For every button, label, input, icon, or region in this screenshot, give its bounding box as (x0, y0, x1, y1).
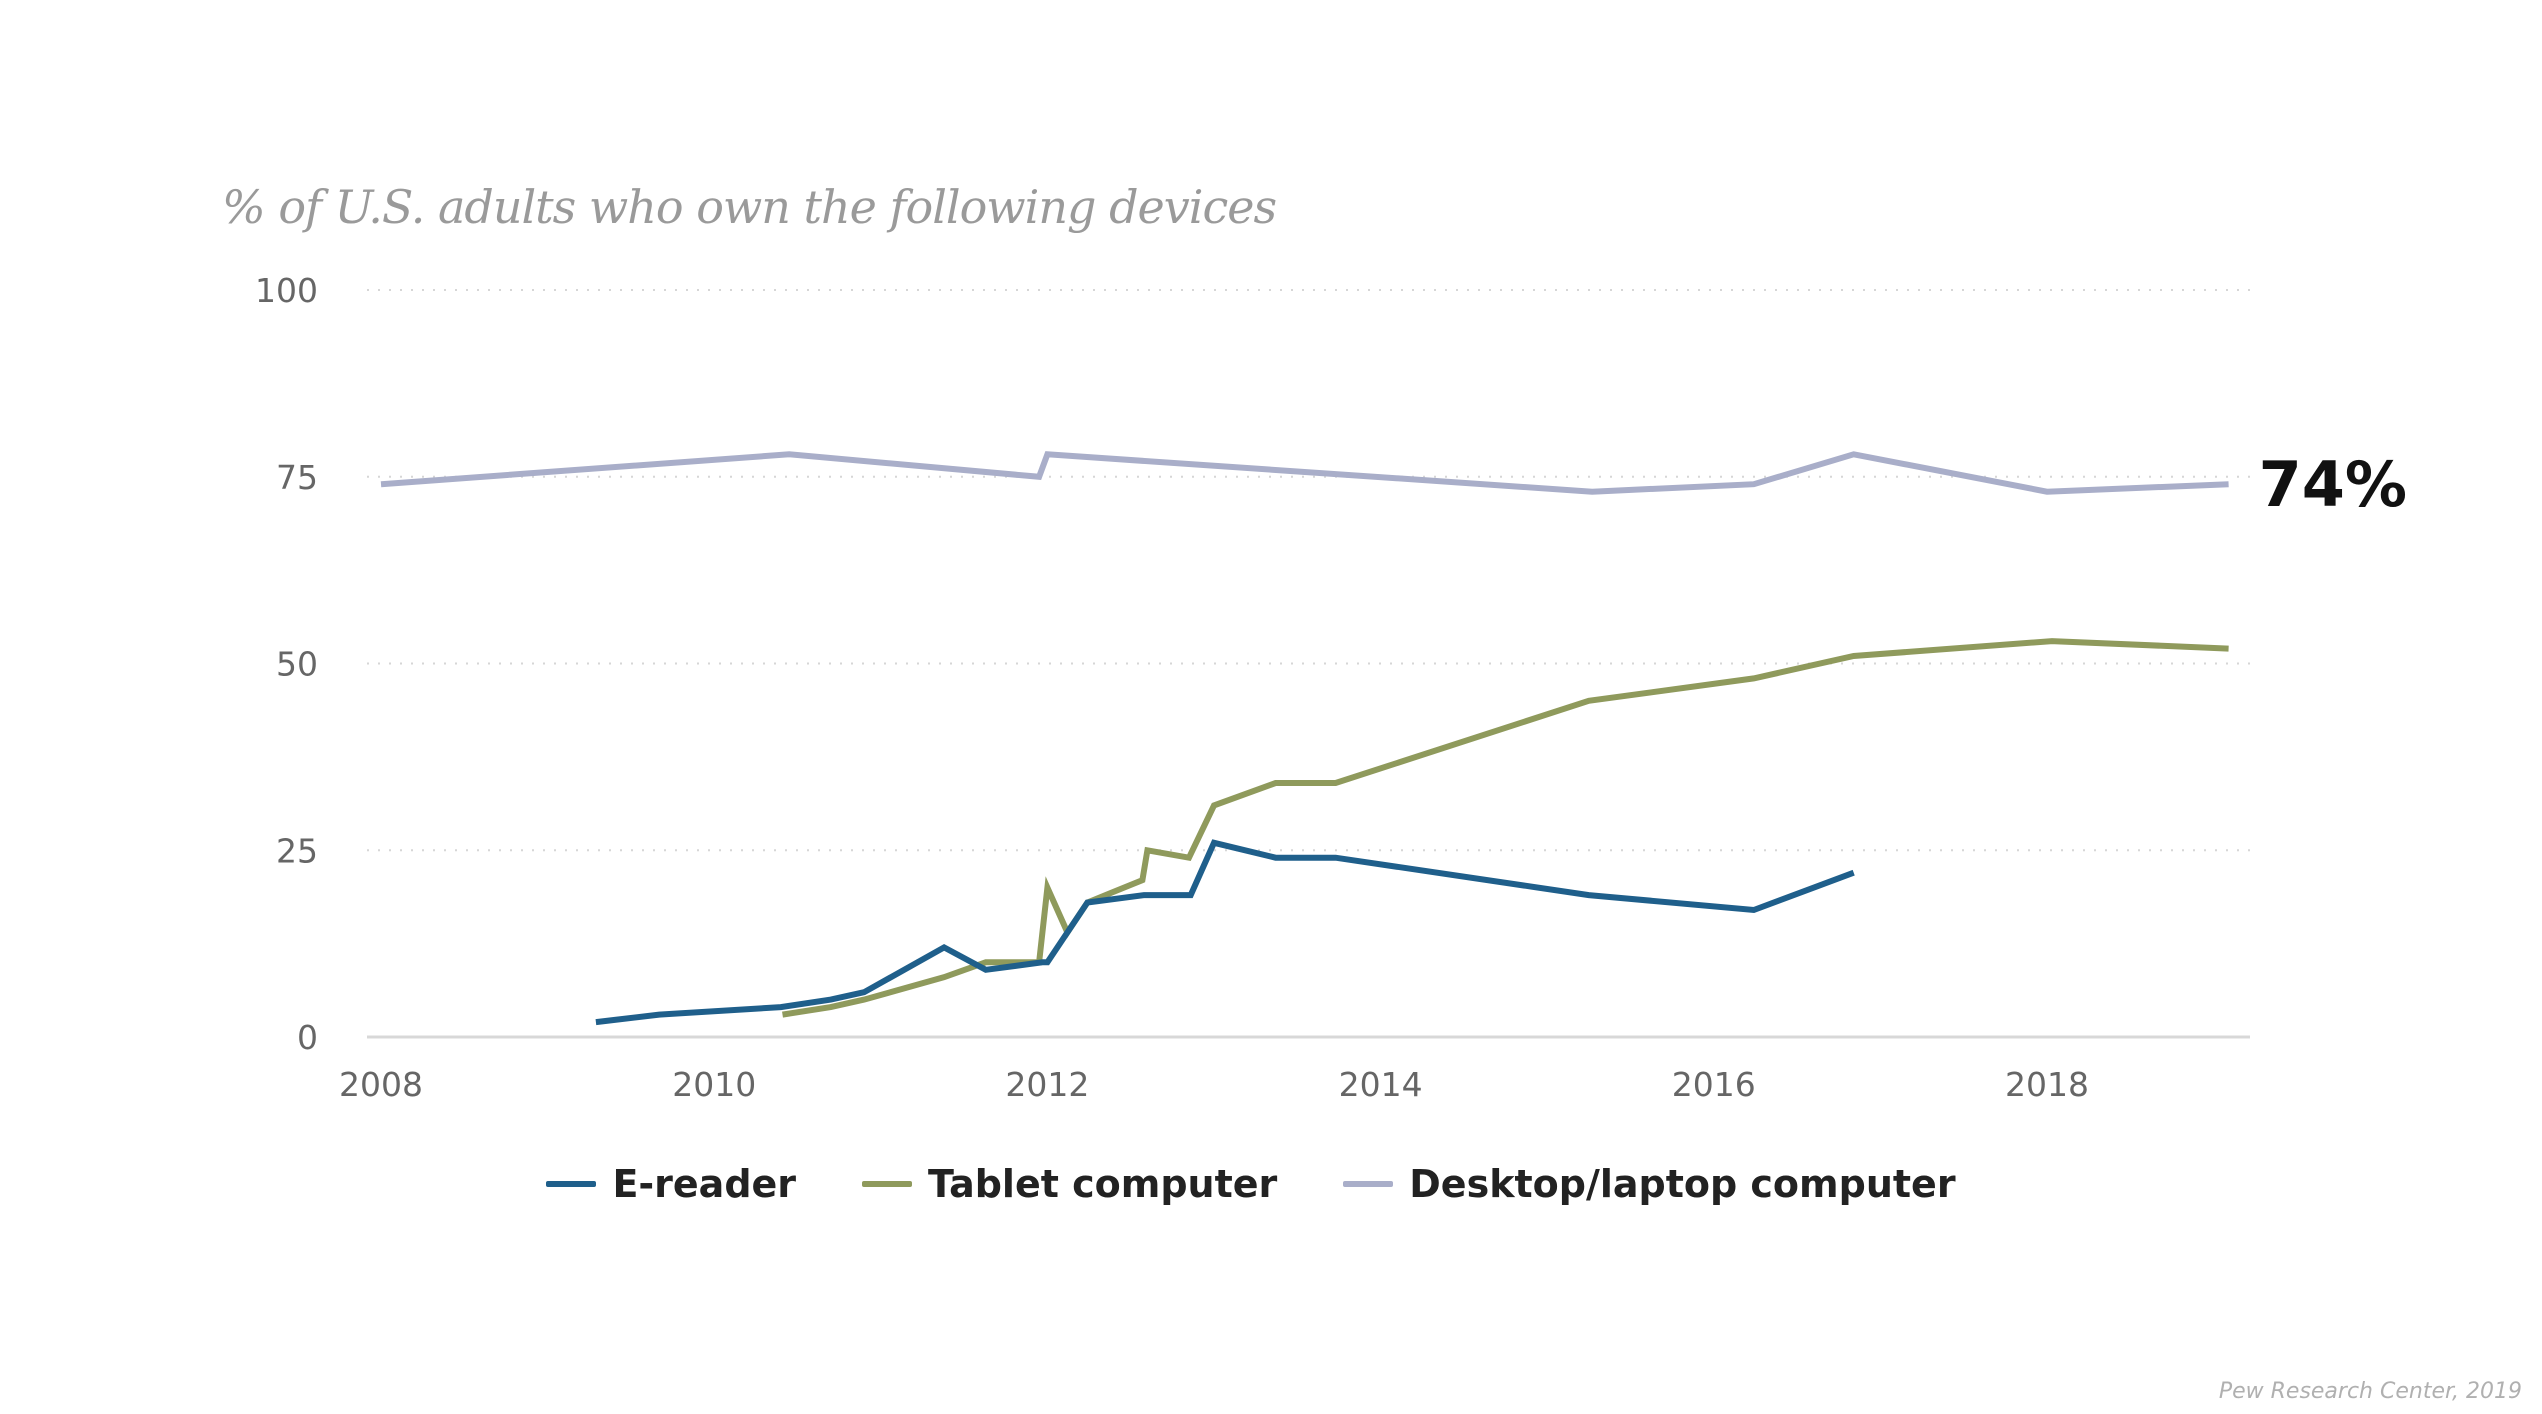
x-tick-label: 2018 (2005, 1065, 2089, 1104)
legend-label: E-reader (612, 1162, 797, 1206)
legend-swatch-desktop (1343, 1181, 1394, 1187)
legend-label: Desktop/laptop computer (1409, 1162, 1956, 1206)
y-tick-label: 100 (255, 271, 318, 310)
legend-item-desktop: Desktop/laptop computer (1343, 1162, 1956, 1206)
y-tick-label: 25 (276, 831, 318, 870)
gridlines (367, 289, 2250, 1039)
x-tick-label: 2008 (339, 1065, 423, 1104)
x-tick-label: 2014 (1339, 1065, 1423, 1104)
y-axis-ticks: 0 25 50 75 100 (255, 271, 318, 1057)
x-tick-label: 2012 (1005, 1065, 1089, 1104)
legend-item-e-reader: E-reader (546, 1162, 796, 1206)
series-lines (380, 451, 2229, 1026)
series-line-e-reader (595, 839, 1855, 1026)
end-value-label: 74% (2259, 448, 2407, 521)
legend: E-reader Tablet computer Desktop/laptop … (0, 1162, 2542, 1206)
y-tick-label: 0 (297, 1018, 318, 1057)
y-tick-label: 75 (276, 458, 318, 497)
chart-title: % of U.S. adults who own the following d… (222, 180, 1277, 234)
source-credit: Pew Research Center, 2019 (2218, 1379, 2522, 1404)
x-tick-label: 2016 (1672, 1065, 1756, 1104)
legend-label: Tablet computer (928, 1162, 1278, 1206)
series-line-desktop-laptop-computer (380, 451, 2229, 495)
legend-swatch-e-reader (546, 1181, 597, 1187)
annotations: 74% (2259, 448, 2407, 521)
legend-item-tablet: Tablet computer (862, 1162, 1277, 1206)
legend-swatch-tablet (862, 1181, 913, 1187)
y-tick-label: 50 (276, 645, 318, 684)
x-tick-label: 2010 (672, 1065, 756, 1104)
series-line-tablet-computer (782, 638, 2229, 1018)
x-axis-ticks: 2008 2010 2012 2014 2016 2018 (339, 1065, 2089, 1104)
